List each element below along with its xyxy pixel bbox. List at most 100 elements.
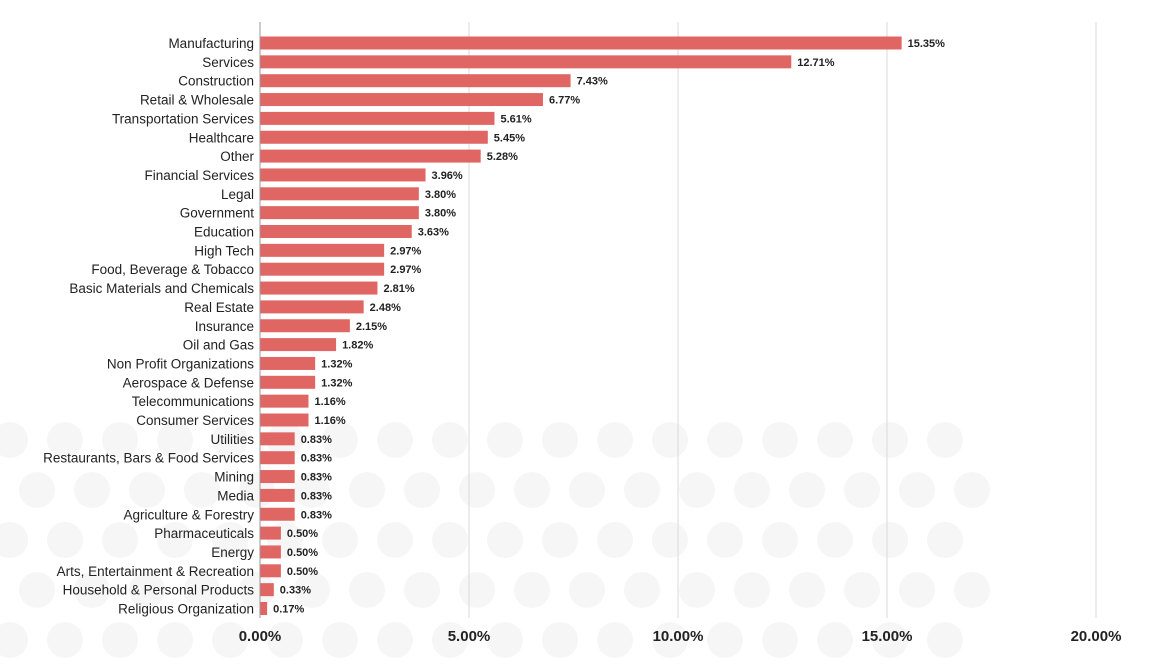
category-label: Oil and Gas: [183, 338, 255, 353]
background-dot: [899, 572, 935, 608]
background-dot: [762, 622, 798, 658]
background-dot: [652, 422, 688, 458]
background-dot: [102, 622, 138, 658]
bar: [260, 281, 378, 295]
background-dot: [514, 572, 550, 608]
bar: [260, 149, 481, 163]
value-label: 15.35%: [908, 38, 946, 50]
x-tick-label: 15.00%: [862, 628, 913, 645]
background-dot: [19, 472, 55, 508]
background-dot: [679, 472, 715, 508]
background-pattern: [0, 422, 990, 658]
background-dot: [817, 522, 853, 558]
value-label: 0.50%: [287, 547, 318, 559]
bar: [260, 394, 309, 408]
background-dot: [74, 572, 110, 608]
value-label: 0.83%: [301, 453, 332, 465]
background-dot: [872, 522, 908, 558]
background-dot: [349, 572, 385, 608]
background-dot: [322, 422, 358, 458]
background-dot: [624, 472, 660, 508]
value-label: 7.43%: [577, 76, 608, 88]
background-dot: [404, 572, 440, 608]
x-tick-label: 0.00%: [239, 628, 282, 645]
background-dot: [0, 522, 28, 558]
bar: [260, 413, 309, 427]
background-dot: [899, 472, 935, 508]
value-label: 0.83%: [301, 472, 332, 484]
category-label: Other: [220, 149, 254, 164]
bar: [260, 375, 316, 389]
background-dot: [597, 622, 633, 658]
value-label: 2.97%: [390, 264, 421, 276]
category-label: Education: [194, 225, 254, 240]
bar: [260, 74, 571, 88]
x-tick-label: 20.00%: [1071, 628, 1122, 645]
background-dot: [954, 572, 990, 608]
category-label: Mining: [214, 470, 254, 485]
value-label: 6.77%: [549, 95, 580, 107]
value-label: 2.81%: [383, 283, 414, 295]
background-dot: [679, 572, 715, 608]
bar: [260, 93, 543, 107]
bar: [260, 545, 281, 559]
background-dot: [47, 422, 83, 458]
background-dot: [0, 622, 28, 658]
background-dot: [0, 422, 28, 458]
background-dot: [734, 472, 770, 508]
value-label: 1.82%: [342, 340, 373, 352]
background-dot: [542, 622, 578, 658]
background-dot: [707, 522, 743, 558]
background-dot: [157, 622, 193, 658]
background-dot: [789, 472, 825, 508]
category-label: Agriculture & Forestry: [123, 507, 254, 522]
background-dot: [817, 622, 853, 658]
bar: [260, 356, 316, 370]
background-dot: [459, 472, 495, 508]
background-dot: [872, 422, 908, 458]
category-label: Construction: [178, 74, 254, 89]
bar: [260, 583, 274, 597]
value-label: 2.15%: [356, 321, 387, 333]
background-dot: [459, 572, 495, 608]
background-dot: [267, 622, 303, 658]
bar: [260, 432, 295, 446]
bar: [260, 470, 295, 484]
x-tick-label: 10.00%: [653, 628, 704, 645]
background-dot: [762, 522, 798, 558]
background-dot: [734, 572, 770, 608]
category-label: Real Estate: [184, 300, 254, 315]
value-label: 0.50%: [287, 566, 318, 578]
value-label: 3.80%: [425, 189, 456, 201]
bar: [260, 111, 495, 125]
category-label: Arts, Entertainment & Recreation: [57, 564, 254, 579]
category-label: Restaurants, Bars & Food Services: [43, 451, 254, 466]
bars: [260, 36, 902, 615]
category-label: Legal: [221, 187, 254, 202]
category-label: Household & Personal Products: [63, 583, 255, 598]
bar: [260, 451, 295, 465]
background-dot: [542, 422, 578, 458]
category-label: Healthcare: [189, 130, 254, 145]
category-label: Basic Materials and Chemicals: [69, 281, 254, 296]
value-labels: 15.35% 12.71% 7.43% 6.77% 5.61% 5.45% 5.28% 3.9…: [273, 38, 945, 616]
bar: [260, 225, 412, 238]
background-dot: [212, 622, 248, 658]
value-label: 12.71%: [797, 57, 835, 69]
bar: [260, 243, 385, 257]
gridlines: [259, 22, 1097, 618]
background-dot: [102, 522, 138, 558]
background-dot: [487, 422, 523, 458]
bar: [260, 168, 426, 182]
background-dot: [844, 572, 880, 608]
category-label: Utilities: [210, 432, 254, 447]
background-dot: [212, 522, 248, 558]
background-dot: [597, 422, 633, 458]
bar: [260, 262, 385, 276]
bar: [260, 36, 902, 50]
background-dot: [294, 572, 330, 608]
background-dot: [487, 522, 523, 558]
x-tick-label: 5.00%: [448, 628, 491, 645]
